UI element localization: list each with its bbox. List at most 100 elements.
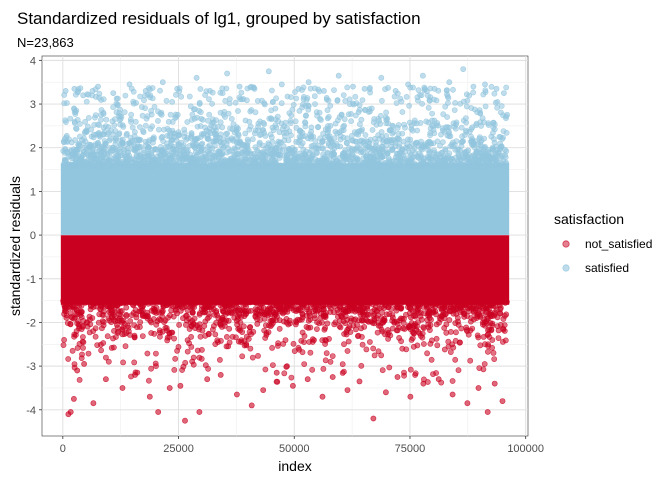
point-satisfied [142,122,149,129]
point-satisfied [76,140,83,147]
point-not-satisfied [295,302,302,309]
point-not-satisfied [369,308,376,315]
point-not-satisfied [499,398,506,404]
point-satisfied [172,91,179,98]
point-not-satisfied [329,374,336,380]
point-satisfied [320,145,327,152]
point-not-satisfied [189,309,196,316]
point-satisfied [67,164,74,170]
point-not-satisfied [288,374,295,381]
point-satisfied [352,112,359,119]
point-not-satisfied [130,309,137,316]
point-satisfied [267,131,274,138]
point-satisfied [460,138,466,145]
point-not-satisfied [270,319,276,326]
point-not-satisfied [489,313,496,320]
point-satisfied [201,158,207,165]
y-axis-label: standardized residuals [7,176,23,316]
point-not-satisfied [289,382,296,389]
point-satisfied [350,83,356,90]
point-satisfied [238,89,245,96]
point-satisfied [403,94,410,100]
point-not-satisfied [385,299,392,305]
point-satisfied [399,109,406,115]
point-not-satisfied [222,303,229,310]
point-satisfied [504,111,511,118]
point-not-satisfied [435,376,442,383]
point-satisfied [67,115,74,122]
point-satisfied [434,120,441,126]
point-satisfied [197,86,204,92]
point-satisfied [477,119,484,125]
point-satisfied [452,100,458,106]
point-not-satisfied [474,332,481,339]
point-satisfied [122,92,129,99]
point-not-satisfied [285,321,292,328]
point-not-satisfied [420,324,427,330]
point-not-satisfied [119,385,126,391]
point-satisfied [144,162,151,169]
point-satisfied [198,148,204,155]
point-satisfied [209,116,216,123]
point-not-satisfied [425,303,432,310]
point-not-satisfied [204,376,211,383]
point-satisfied [193,74,200,81]
point-not-satisfied [484,348,491,355]
point-satisfied [396,144,403,150]
point-not-satisfied [487,320,494,326]
point-not-satisfied [269,344,275,351]
point-satisfied [412,150,419,157]
y-tick-label: 0 [30,230,36,242]
point-not-satisfied [212,331,219,338]
point-satisfied [155,126,162,133]
point-satisfied [319,138,326,145]
point-satisfied [130,146,137,153]
point-satisfied [162,150,169,157]
point-not-satisfied [490,349,497,356]
point-satisfied [325,97,332,104]
point-not-satisfied [205,331,212,338]
point-satisfied [233,158,240,165]
point-satisfied [375,148,382,155]
point-satisfied [329,160,336,167]
point-not-satisfied [339,361,346,368]
x-tick-label: 50000 [279,443,310,455]
point-satisfied [180,146,187,153]
point-not-satisfied [299,329,306,336]
point-not-satisfied [100,340,107,346]
point-not-satisfied [216,356,223,363]
point-not-satisfied [408,336,415,343]
point-not-satisfied [63,308,69,314]
point-satisfied [349,151,356,158]
point-satisfied [429,117,435,124]
point-satisfied [468,105,475,111]
point-not-satisfied [67,409,74,415]
point-not-satisfied [403,346,410,353]
point-satisfied [493,85,500,92]
point-satisfied [460,98,467,105]
point-not-satisfied [290,299,297,305]
point-not-satisfied [337,324,344,331]
legend-swatch-not-satisfied [562,240,570,248]
point-not-satisfied [464,313,470,319]
point-satisfied [338,127,345,134]
point-satisfied [359,97,366,103]
point-satisfied [318,159,324,166]
point-satisfied [232,99,239,106]
point-satisfied [143,115,150,122]
point-not-satisfied [460,308,467,315]
point-satisfied [410,84,416,91]
point-not-satisfied [98,303,105,310]
point-not-satisfied [76,376,83,383]
point-satisfied [116,131,122,138]
point-not-satisfied [184,337,191,344]
point-satisfied [151,104,158,110]
point-not-satisfied [420,341,427,347]
point-satisfied [225,145,231,151]
point-not-satisfied [176,321,182,328]
point-satisfied [443,87,450,94]
point-not-satisfied [500,298,507,305]
point-satisfied [301,119,308,126]
point-satisfied [82,118,88,125]
point-not-satisfied [127,298,134,305]
